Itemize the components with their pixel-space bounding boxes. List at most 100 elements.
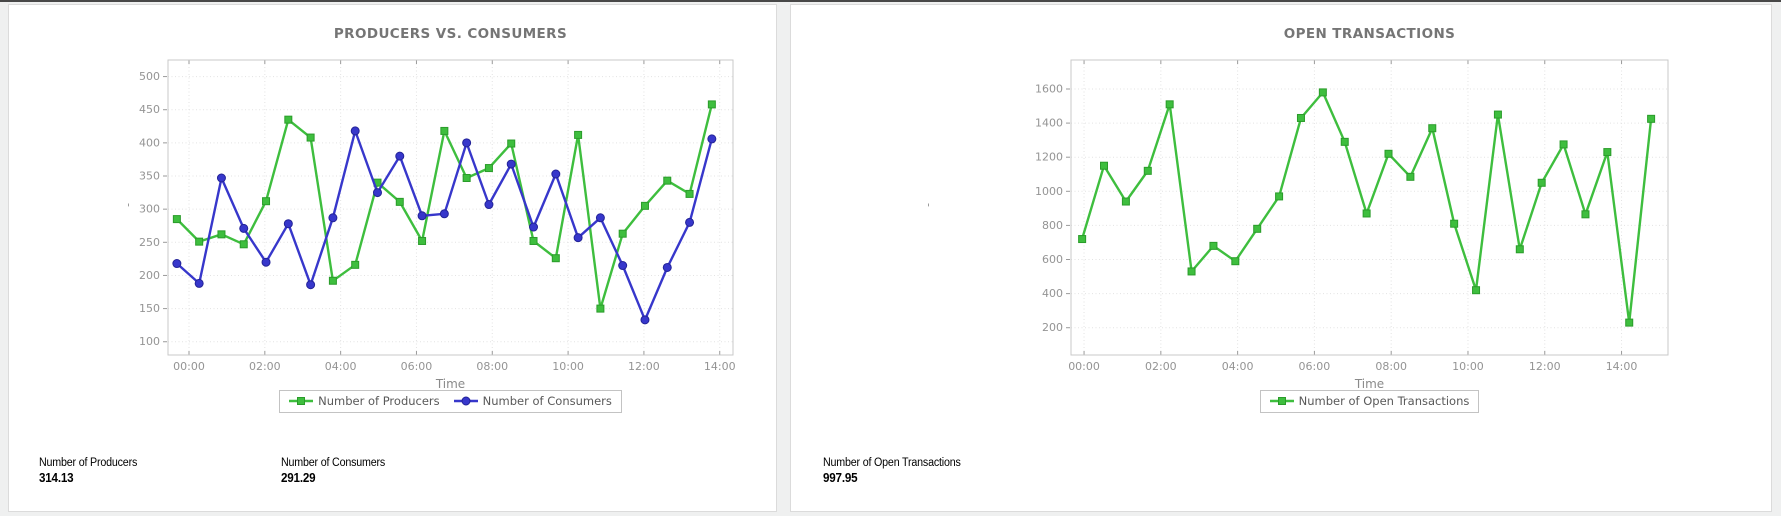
marker-number-of-open-transactions bbox=[1472, 286, 1481, 295]
marker-number-of-producers bbox=[507, 139, 516, 148]
marker-number-of-consumers bbox=[283, 219, 293, 229]
svg-text:02:00: 02:00 bbox=[249, 360, 281, 373]
svg-text:14:00: 14:00 bbox=[1606, 360, 1638, 373]
summary-stat: Number of Consumers 291.29 bbox=[281, 457, 385, 485]
svg-text:08:00: 08:00 bbox=[476, 360, 508, 373]
svg-text:250: 250 bbox=[139, 236, 160, 249]
legend-marker-icon bbox=[1269, 397, 1294, 405]
marker-number-of-consumers bbox=[685, 217, 695, 227]
chart-title: OPEN TRANSACTIONS bbox=[1283, 26, 1456, 42]
marker-number-of-producers bbox=[418, 236, 427, 245]
svg-text:12:00: 12:00 bbox=[628, 360, 660, 373]
marker-number-of-consumers bbox=[239, 223, 249, 233]
marker-number-of-open-transactions bbox=[1647, 114, 1656, 123]
svg-text:12:00: 12:00 bbox=[1529, 360, 1561, 373]
svg-text:1200: 1200 bbox=[1035, 151, 1063, 164]
marker-number-of-consumers bbox=[172, 259, 182, 269]
marker-number-of-consumers bbox=[506, 159, 516, 169]
svg-text:06:00: 06:00 bbox=[1299, 360, 1331, 373]
svg-text:1000: 1000 bbox=[1035, 185, 1063, 198]
legend-box: Number of Producers Number of Consumers bbox=[279, 390, 622, 413]
svg-text:400: 400 bbox=[1042, 287, 1063, 300]
svg-text:450: 450 bbox=[139, 103, 160, 116]
marker-number-of-consumers bbox=[350, 126, 360, 136]
marker-number-of-producers bbox=[640, 201, 649, 210]
marker-number-of-consumers bbox=[439, 209, 449, 219]
stat-value: 997.95 bbox=[823, 471, 858, 485]
marker-number-of-open-transactions bbox=[1384, 149, 1393, 158]
x-axis-title: Time bbox=[435, 377, 465, 391]
svg-text:400: 400 bbox=[139, 136, 160, 149]
svg-text:00:00: 00:00 bbox=[173, 360, 205, 373]
marker-number-of-open-transactions bbox=[1537, 178, 1546, 187]
svg-text:150: 150 bbox=[139, 302, 160, 315]
svg-text:04:00: 04:00 bbox=[325, 360, 357, 373]
marker-number-of-open-transactions bbox=[1318, 88, 1327, 97]
marker-number-of-consumers bbox=[261, 257, 271, 267]
marker-number-of-open-transactions bbox=[1581, 210, 1590, 219]
legend-marker-icon bbox=[289, 397, 314, 405]
svg-text:200: 200 bbox=[1042, 321, 1063, 334]
stat-value: 291.29 bbox=[281, 471, 316, 485]
chart-legend: Number of Open Transactions bbox=[1071, 390, 1668, 413]
marker-number-of-open-transactions bbox=[1165, 100, 1174, 109]
legend-box: Number of Open Transactions bbox=[1259, 390, 1480, 413]
open-transactions-chart: 200 400 600 800 1000 1200 1400 1600 00:00 02:00 04… bbox=[927, 59, 1669, 391]
svg-text:300: 300 bbox=[139, 203, 160, 216]
legend-item-number-of-producers: Number of Producers bbox=[289, 394, 440, 408]
marker-number-of-producers bbox=[596, 304, 605, 313]
marker-number-of-open-transactions bbox=[1253, 224, 1262, 233]
marker-number-of-consumers bbox=[395, 151, 405, 161]
marker-number-of-consumers bbox=[462, 138, 472, 148]
marker-number-of-producers bbox=[462, 174, 471, 182]
line-number-of-open-transactions bbox=[1080, 91, 1653, 324]
producers-consumers-panel: PRODUCERS VS. CONSUMERS 100 150 200 250 300 3… bbox=[8, 4, 777, 512]
marker-number-of-consumers bbox=[551, 169, 561, 179]
marker-number-of-consumers bbox=[306, 280, 316, 290]
marker-number-of-open-transactions bbox=[1209, 241, 1218, 250]
producers-consumers-chart: 100 150 200 250 300 350 400 450 500 00:00 02:00 04:… bbox=[127, 59, 736, 391]
marker-number-of-open-transactions bbox=[1275, 192, 1284, 201]
svg-text:02:00: 02:00 bbox=[1145, 360, 1177, 373]
svg-text:08:00: 08:00 bbox=[1375, 360, 1407, 373]
marker-number-of-consumers bbox=[194, 278, 204, 288]
stat-label: Number of Producers bbox=[39, 457, 138, 469]
summary-stat: Number of Open Transactions 997.95 bbox=[823, 457, 961, 485]
open-transactions-panel: OPEN TRANSACTIONS 200 400 600 800 1000 1200 14… bbox=[790, 4, 1772, 512]
svg-text:10:00: 10:00 bbox=[1452, 360, 1484, 373]
marker-number-of-open-transactions bbox=[1493, 110, 1502, 119]
marker-number-of-producers bbox=[551, 254, 560, 263]
legend-item-number-of-consumers: Number of Consumers bbox=[453, 394, 612, 408]
y-axis-mark: ' bbox=[927, 202, 930, 215]
marker-number-of-consumers bbox=[417, 211, 427, 221]
marker-number-of-producers bbox=[284, 115, 293, 124]
y-axis-mark: ' bbox=[127, 202, 130, 215]
marker-number-of-open-transactions bbox=[1559, 140, 1568, 149]
line-number-of-consumers bbox=[176, 129, 713, 322]
marker-number-of-producers bbox=[351, 260, 360, 269]
marker-number-of-open-transactions bbox=[1406, 172, 1415, 181]
marker-number-of-open-transactions bbox=[1078, 235, 1087, 244]
marker-number-of-producers bbox=[529, 236, 538, 245]
svg-text:1600: 1600 bbox=[1035, 82, 1063, 95]
marker-number-of-open-transactions bbox=[1296, 113, 1305, 122]
marker-number-of-producers bbox=[685, 189, 694, 198]
marker-number-of-open-transactions bbox=[1231, 257, 1240, 266]
window-edge bbox=[0, 0, 1781, 2]
legend-label: Number of Consumers bbox=[482, 394, 612, 408]
svg-text:100: 100 bbox=[139, 335, 160, 348]
marker-number-of-consumers bbox=[372, 188, 382, 198]
marker-number-of-producers bbox=[195, 237, 204, 246]
svg-text:00:00: 00:00 bbox=[1068, 360, 1100, 373]
marker-number-of-producers bbox=[239, 240, 248, 249]
stat-value: 314.13 bbox=[39, 471, 74, 485]
marker-number-of-consumers bbox=[618, 261, 628, 271]
marker-number-of-consumers bbox=[328, 213, 338, 223]
svg-text:500: 500 bbox=[139, 70, 160, 83]
svg-text:600: 600 bbox=[1042, 253, 1063, 266]
marker-number-of-open-transactions bbox=[1100, 161, 1109, 170]
marker-number-of-producers bbox=[484, 164, 493, 173]
marker-number-of-open-transactions bbox=[1428, 124, 1437, 133]
marker-number-of-producers bbox=[707, 100, 716, 109]
chart-title: PRODUCERS VS. CONSUMERS bbox=[333, 26, 568, 42]
